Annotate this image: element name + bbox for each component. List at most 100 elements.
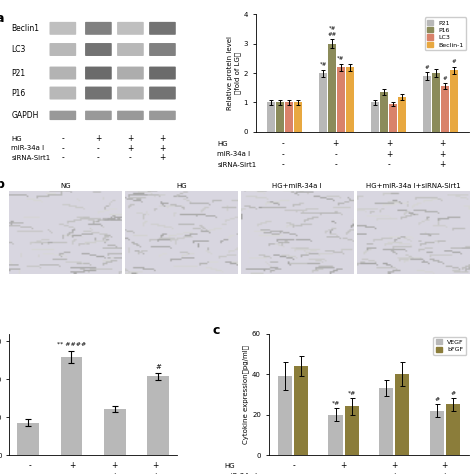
Text: +: + <box>127 144 134 153</box>
Text: +: + <box>111 472 117 474</box>
Text: *#: *# <box>328 26 336 31</box>
FancyBboxPatch shape <box>49 87 76 100</box>
Text: HG: HG <box>11 136 22 142</box>
Text: -: - <box>97 144 100 153</box>
Text: -: - <box>129 153 132 162</box>
Text: #: # <box>425 65 429 70</box>
Bar <box>441 86 449 132</box>
Bar <box>380 92 388 132</box>
FancyBboxPatch shape <box>149 87 176 100</box>
Bar <box>278 376 292 455</box>
Text: #: # <box>443 76 447 81</box>
Y-axis label: Relative protein level
（fold of LG）: Relative protein level （fold of LG） <box>228 36 241 110</box>
Text: +: + <box>127 135 134 144</box>
Text: #: # <box>452 59 456 64</box>
Text: -: - <box>62 153 64 162</box>
Text: -: - <box>62 135 64 144</box>
Legend: VEGF, bFGF: VEGF, bFGF <box>433 337 466 355</box>
FancyBboxPatch shape <box>117 87 144 100</box>
Text: -: - <box>388 160 391 169</box>
Bar <box>294 366 308 455</box>
Text: -: - <box>281 139 284 148</box>
Text: LC3: LC3 <box>11 45 26 54</box>
Text: *#: *# <box>337 56 345 61</box>
FancyBboxPatch shape <box>49 43 76 56</box>
Text: +: + <box>386 139 392 148</box>
Text: ##: ## <box>328 32 337 37</box>
Bar <box>346 67 354 132</box>
Text: -: - <box>29 462 32 471</box>
Bar <box>395 374 410 455</box>
Bar <box>450 70 458 132</box>
Text: -: - <box>71 472 73 474</box>
Legend: P21, P16, LC3, Beclin-1: P21, P16, LC3, Beclin-1 <box>425 18 466 50</box>
Bar <box>432 73 440 132</box>
FancyBboxPatch shape <box>149 66 176 80</box>
Bar <box>104 409 126 455</box>
Text: -: - <box>281 150 284 159</box>
Text: miR-34a I: miR-34a I <box>218 151 251 157</box>
Bar <box>267 102 275 132</box>
FancyBboxPatch shape <box>117 43 144 56</box>
Text: HG: HG <box>225 463 235 469</box>
Text: miR-34a I: miR-34a I <box>11 146 45 151</box>
Text: siRNA-Sirt1: siRNA-Sirt1 <box>11 155 51 161</box>
Text: +: + <box>386 150 392 159</box>
Text: +: + <box>111 462 117 471</box>
Text: +: + <box>95 135 101 144</box>
Bar <box>61 357 82 455</box>
Text: +: + <box>441 462 447 471</box>
FancyBboxPatch shape <box>117 66 144 80</box>
Bar <box>328 415 343 455</box>
Text: Beclin1: Beclin1 <box>11 24 39 33</box>
Text: -: - <box>281 160 284 169</box>
FancyBboxPatch shape <box>85 66 112 80</box>
Text: +: + <box>441 472 447 474</box>
Text: *#: *# <box>347 392 356 396</box>
Text: +: + <box>159 135 165 144</box>
FancyBboxPatch shape <box>117 111 144 120</box>
Bar <box>398 97 406 132</box>
Bar <box>147 376 169 455</box>
Bar <box>446 404 460 455</box>
Text: #: # <box>450 392 456 396</box>
FancyBboxPatch shape <box>85 43 112 56</box>
Text: siRNA-Sirt1: siRNA-Sirt1 <box>218 162 256 168</box>
Text: a: a <box>0 12 4 25</box>
Text: +: + <box>159 144 165 153</box>
Title: HG+miR-34a I: HG+miR-34a I <box>273 183 322 189</box>
Text: -: - <box>292 472 295 474</box>
Text: #: # <box>434 397 439 402</box>
FancyBboxPatch shape <box>49 66 76 80</box>
Text: HG: HG <box>218 141 228 146</box>
Text: #: # <box>155 365 161 370</box>
Bar <box>429 410 444 455</box>
Text: +: + <box>333 139 339 148</box>
Text: +: + <box>153 472 159 474</box>
Bar <box>371 102 379 132</box>
Text: b: b <box>0 179 5 191</box>
Text: +: + <box>439 150 446 159</box>
Bar <box>17 423 39 455</box>
Bar <box>319 73 328 132</box>
Text: c: c <box>212 324 220 337</box>
Bar <box>345 407 359 455</box>
FancyBboxPatch shape <box>85 22 112 35</box>
Bar <box>276 102 284 132</box>
Title: NG: NG <box>60 183 71 189</box>
Bar <box>423 76 431 132</box>
FancyBboxPatch shape <box>85 87 112 100</box>
Bar <box>379 388 393 455</box>
Text: -: - <box>62 144 64 153</box>
Text: *#: *# <box>319 62 327 67</box>
Text: +: + <box>153 462 159 471</box>
Text: +: + <box>391 462 397 471</box>
Bar <box>285 102 293 132</box>
Text: +: + <box>439 160 446 169</box>
Text: P21: P21 <box>11 69 26 78</box>
Text: -: - <box>335 160 337 169</box>
FancyBboxPatch shape <box>149 111 176 120</box>
Text: -: - <box>292 462 295 471</box>
Title: HG: HG <box>176 183 187 189</box>
Text: -: - <box>97 153 100 162</box>
